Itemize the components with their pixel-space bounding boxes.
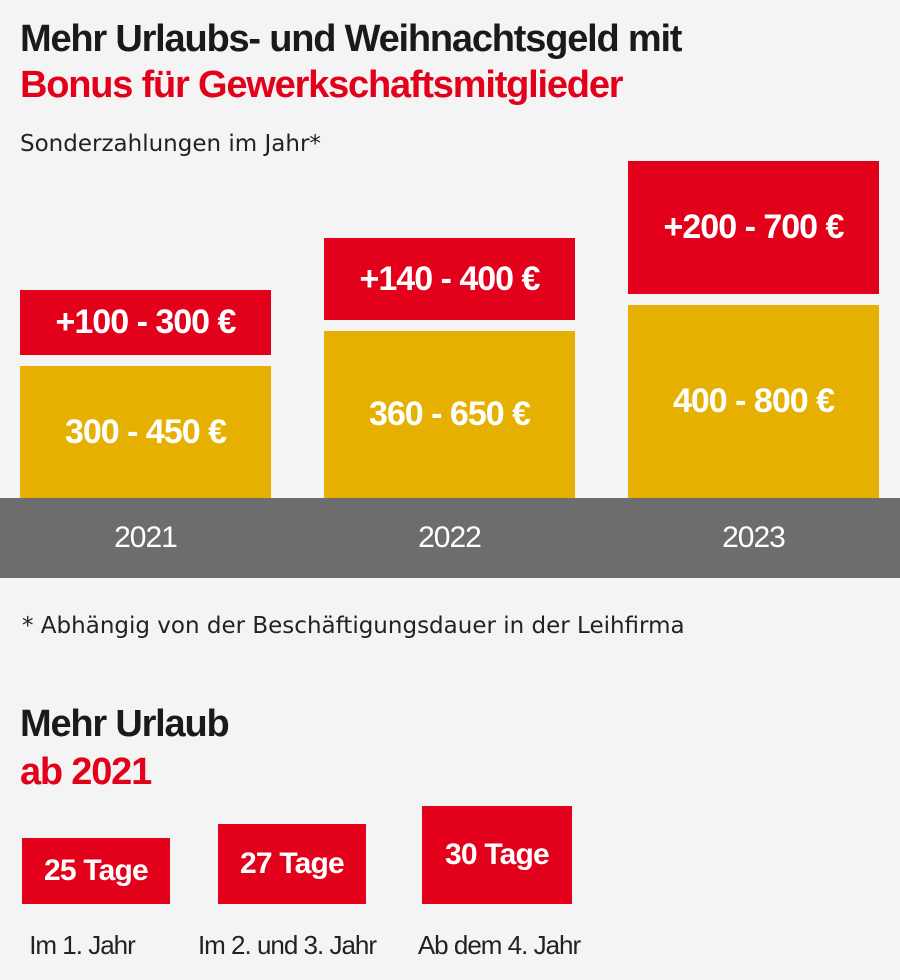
year-axis-band (0, 498, 900, 578)
bonus-bar-2021: +100 - 300 € (20, 290, 271, 355)
vacation-title-line-1: Mehr Urlaub (20, 703, 230, 745)
year-label-2021: 2021 (114, 521, 178, 554)
chart-title: Mehr Urlaubs- und Weihnachtsgeld mit Bon… (20, 16, 682, 108)
vacation-box-1: 25 Tage (22, 838, 170, 904)
base-bar-2022: 360 - 650 € (324, 331, 575, 498)
vacation-label-1: Im 1. Jahr (29, 929, 136, 960)
title-line-1: Mehr Urlaubs- und Weihnachtsgeld mit (20, 18, 682, 60)
base-bar-2023: 400 - 800 € (628, 305, 879, 498)
vacation-title-line-2: ab 2021 (20, 751, 152, 793)
vacation-title: Mehr Urlaub ab 2021 (20, 700, 230, 796)
bonus-bar-2023: +200 - 700 € (628, 161, 879, 294)
footnote: * Abhängig von der Beschäftigungsdauer i… (22, 613, 685, 639)
vacation-box-3: 30 Tage (422, 806, 572, 904)
year-label-2022: 2022 (418, 521, 482, 554)
bonus-bar-2022: +140 - 400 € (324, 238, 575, 320)
year-label-2023: 2023 (722, 521, 786, 554)
base-bar-2021: 300 - 450 € (20, 366, 271, 498)
chart-subtitle: Sonderzahlungen im Jahr* (20, 131, 321, 157)
title-line-2: Bonus für Gewerkschaftsmitglieder (20, 64, 624, 106)
vacation-label-3: Ab dem 4. Jahr (417, 929, 581, 960)
vacation-box-2: 27 Tage (218, 824, 366, 904)
vacation-label-2: Im 2. und 3. Jahr (197, 929, 377, 960)
